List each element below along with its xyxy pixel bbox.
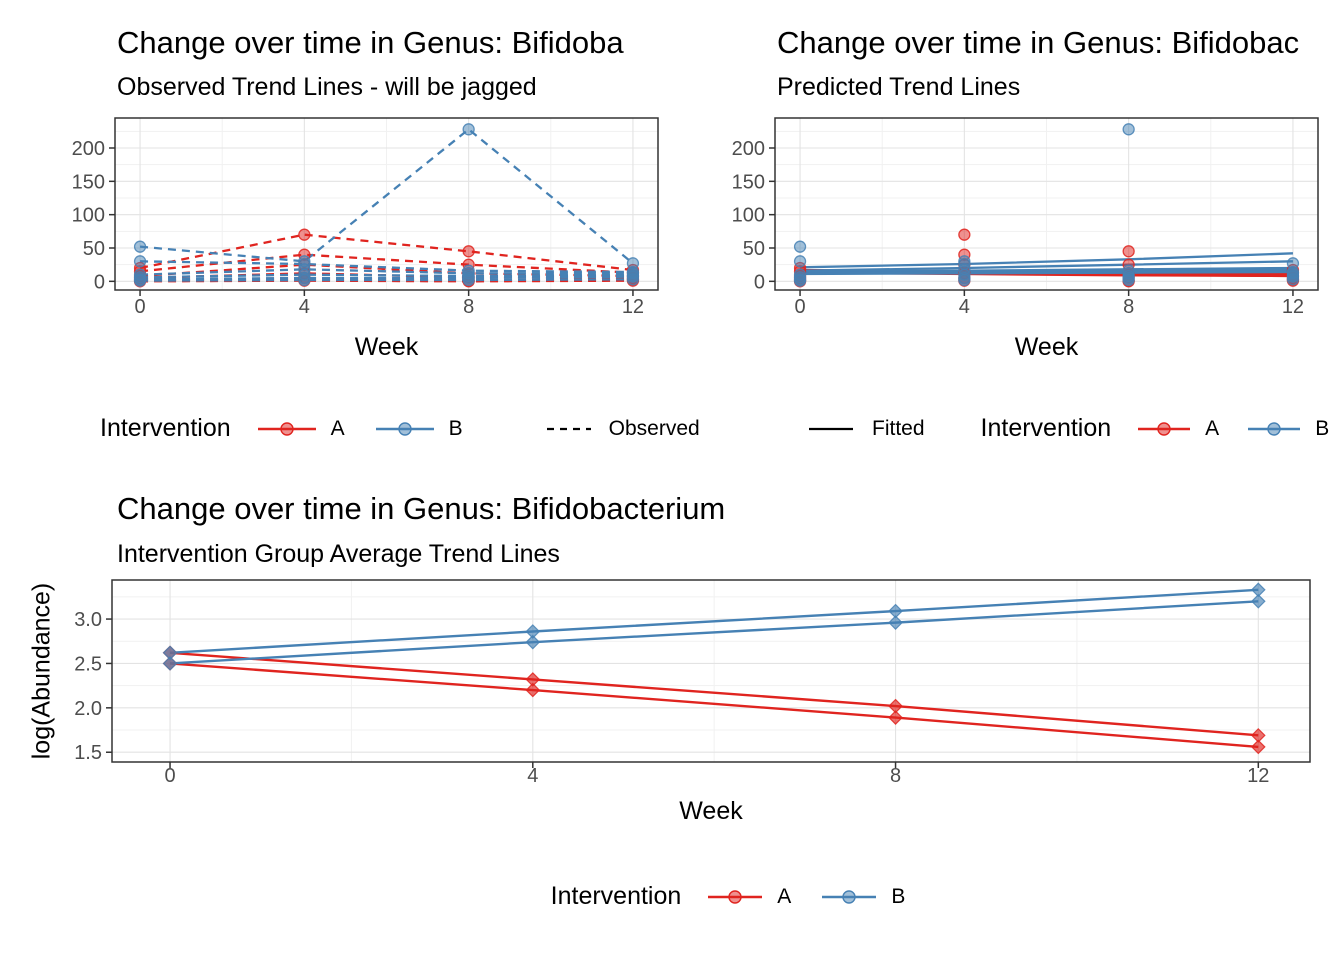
legend-label-a-bottom: A bbox=[777, 884, 792, 908]
svg-text:100: 100 bbox=[72, 205, 105, 227]
legend-key-a-icon bbox=[257, 421, 316, 436]
svg-text:0: 0 bbox=[134, 296, 145, 318]
svg-text:100: 100 bbox=[732, 205, 765, 227]
svg-text:12: 12 bbox=[1247, 765, 1269, 787]
legend-observed-row: Intervention A B Observed bbox=[100, 414, 700, 443]
svg-text:0: 0 bbox=[794, 296, 805, 318]
svg-text:4: 4 bbox=[299, 296, 310, 318]
svg-text:4: 4 bbox=[959, 296, 970, 318]
top-row-charts-canvas: 0 4 8 12 0 50 100 150 200 0 4 8 12 0 50 100 150 200 bbox=[72, 117, 1319, 318]
svg-text:0: 0 bbox=[164, 765, 175, 787]
svg-text:200: 200 bbox=[732, 138, 765, 160]
svg-text:12: 12 bbox=[1282, 296, 1304, 318]
svg-text:200: 200 bbox=[72, 138, 105, 160]
legend-intervention-title-right: Intervention bbox=[980, 414, 1112, 442]
svg-text:150: 150 bbox=[732, 171, 765, 193]
legend-label-b-left: B bbox=[448, 416, 463, 440]
legend-key-b-icon bbox=[822, 889, 877, 904]
svg-text:8: 8 bbox=[463, 296, 474, 318]
legend-intervention-title-bottom: Intervention bbox=[550, 882, 682, 910]
svg-text:150: 150 bbox=[72, 171, 105, 193]
legend-fitted-row: Fitted Intervention A B bbox=[806, 414, 1329, 443]
solid-line-icon bbox=[809, 427, 853, 430]
bottom-chart-canvas: 0 4 8 12 1.5 2.0 2.5 3.0 bbox=[74, 579, 1311, 787]
svg-text:8: 8 bbox=[890, 765, 901, 787]
svg-text:8: 8 bbox=[1123, 296, 1134, 318]
chart1-subtitle: Observed Trend Lines - will be jagged bbox=[117, 73, 537, 101]
chart1-xaxis-label: Week bbox=[354, 333, 419, 361]
legend-key-a-icon bbox=[1138, 421, 1191, 436]
chart2-title: Change over time in Genus: Bifidobac bbox=[777, 25, 1300, 60]
legend-bottom-row: Intervention A B bbox=[112, 882, 1344, 911]
svg-text:1.5: 1.5 bbox=[74, 742, 102, 764]
chart2-xaxis-label: Week bbox=[1014, 333, 1079, 361]
legend-label-a-right: A bbox=[1205, 416, 1220, 440]
legend-intervention-title-left: Intervention bbox=[100, 414, 231, 442]
svg-text:0: 0 bbox=[94, 271, 105, 293]
chart3-subtitle: Intervention Group Average Trend Lines bbox=[117, 540, 560, 568]
chart1-title: Change over time in Genus: Bifidoba bbox=[117, 25, 624, 60]
chart3-title: Change over time in Genus: Bifidobacteri… bbox=[117, 491, 726, 526]
legend-label-a-left: A bbox=[330, 416, 345, 440]
legend-label-observed: Observed bbox=[608, 416, 700, 440]
svg-text:4: 4 bbox=[527, 765, 538, 787]
svg-text:3.0: 3.0 bbox=[74, 609, 102, 631]
legend-label-b-bottom: B bbox=[891, 884, 906, 908]
svg-text:0: 0 bbox=[754, 271, 765, 293]
dashed-line-icon bbox=[546, 427, 591, 430]
svg-text:50: 50 bbox=[743, 238, 765, 260]
legend-key-b-icon bbox=[375, 421, 434, 436]
legend-key-b-icon bbox=[1248, 421, 1301, 436]
svg-text:50: 50 bbox=[83, 238, 105, 260]
legend-key-a-icon bbox=[708, 889, 763, 904]
svg-text:12: 12 bbox=[622, 296, 644, 318]
chart3-xaxis-label: Week bbox=[679, 797, 743, 825]
legend-label-b-right: B bbox=[1315, 416, 1330, 440]
svg-text:2.0: 2.0 bbox=[74, 698, 102, 720]
chart2-subtitle: Predicted Trend Lines bbox=[777, 73, 1021, 101]
svg-text:2.5: 2.5 bbox=[74, 653, 102, 675]
legend-label-fitted: Fitted bbox=[872, 416, 925, 440]
